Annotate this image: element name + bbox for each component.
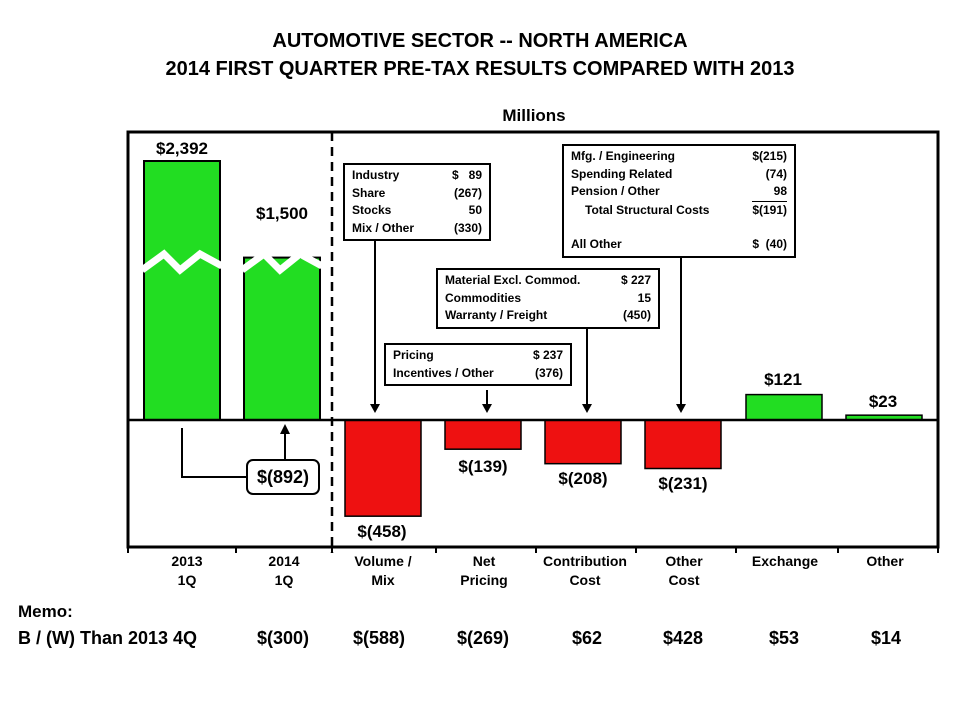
category-label-2013-1q: 2013 1Q — [171, 553, 203, 588]
memo-value-net-pricing: $(269) — [456, 628, 510, 648]
bar-volume-mix — [344, 419, 422, 517]
detail-value: 98 — [751, 183, 787, 202]
net-pricing-detail-box: Pricing $ 237 Incentives / Other (376) — [384, 343, 572, 386]
chart-title-line-1: AUTOMOTIVE SECTOR -- NORTH AMERICA — [272, 30, 688, 52]
value-label-other: $23 — [868, 392, 898, 411]
category-label-volume-mix: Volume / Mix — [354, 553, 412, 588]
units-label: Millions — [502, 106, 566, 125]
bar-2014-1q — [243, 256, 321, 421]
bar-exchange — [745, 393, 823, 421]
bar-contribution-cost — [544, 419, 622, 465]
detail-value: (74) — [765, 166, 787, 181]
chart-title-line-2: 2014 FIRST QUARTER PRE-TAX RESULTS COMPA… — [165, 58, 795, 80]
value-label-volume-mix: $(458) — [357, 522, 407, 541]
detail-label: Industry — [352, 168, 400, 182]
detail-value: $ 89 — [451, 168, 482, 182]
contribution-cost-detail-box: Material Excl. Commod. $ 227 Commodities 1… — [436, 268, 660, 329]
bar-other-cost — [644, 419, 722, 470]
all-other-label: All Other — [571, 237, 622, 251]
volume-mix-detail-box: Industry $ 89 Share (267) Stocks 50 Mix / O… — [343, 163, 491, 241]
detail-label: Spending Related — [571, 166, 673, 181]
value-label-net-pricing: $(139) — [458, 457, 508, 476]
axis-break-2014-1q — [239, 249, 324, 275]
detail-label: Mix / Other — [352, 220, 415, 235]
detail-arrow-head-other-cost — [676, 404, 686, 413]
detail-label: Mfg. / Engineering — [571, 149, 675, 163]
detail-value: (376) — [534, 365, 563, 380]
memo-value-volume-mix: $(588) — [352, 628, 406, 648]
detail-value: $ 227 — [620, 273, 651, 287]
category-label-exchange: Exchange — [751, 553, 819, 569]
detail-value: (330) — [453, 220, 482, 235]
value-label-exchange: $121 — [764, 370, 802, 389]
value-label-contribution-cost: $(208) — [558, 469, 608, 488]
detail-label: Pension / Other — [571, 184, 660, 198]
bar-net-pricing — [444, 419, 522, 450]
category-label-other: Other — [866, 553, 904, 569]
change-label-box: $(892) — [246, 459, 320, 495]
detail-value: (267) — [453, 185, 482, 200]
category-label-net-pricing: Net Pricing — [460, 553, 508, 588]
value-label-other-cost: $(231) — [658, 474, 708, 493]
memo-value-other-cost: $428 — [662, 628, 704, 648]
other-cost-detail-box: Mfg. / Engineering $(215) Spending Relate… — [562, 144, 796, 258]
category-label-other-cost: Other Cost — [665, 553, 703, 588]
axis-break-2013-1q — [139, 249, 224, 275]
all-other-value: $ (40) — [752, 237, 787, 251]
memo-value-contribution-cost: $62 — [571, 628, 603, 648]
detail-label: Incentives / Other — [393, 365, 494, 380]
detail-value: 50 — [468, 203, 482, 217]
bar-2013-1q — [143, 160, 221, 421]
change-arrow-head — [280, 424, 290, 434]
memo-value-2014-1q: $(300) — [256, 628, 310, 648]
total-structural-value: $(191) — [752, 202, 787, 217]
detail-value: (450) — [622, 308, 651, 322]
detail-label: Material Excl. Commod. — [445, 273, 581, 287]
detail-label: Pricing — [393, 348, 434, 362]
category-label-contribution-cost: Contribution Cost — [543, 553, 627, 588]
detail-label: Stocks — [352, 203, 392, 217]
memo-value-other: $14 — [870, 628, 902, 648]
detail-value: $ 237 — [532, 348, 563, 362]
value-label-2014-1q: $1,500 — [256, 204, 308, 223]
detail-arrow-head-net-pricing — [482, 404, 492, 413]
detail-value: $(215) — [752, 149, 787, 163]
total-structural-label: Total Structural Costs — [585, 202, 710, 217]
detail-arrow-head-contribution-cost — [582, 404, 592, 413]
memo-value-exchange: $53 — [768, 628, 800, 648]
detail-label: Commodities — [445, 290, 522, 305]
change-connector-line — [181, 428, 246, 478]
category-label-2014-1q: 2014 1Q — [268, 553, 300, 588]
detail-arrow-head-volume-mix — [370, 404, 380, 413]
value-label-2013-1q: $2,392 — [156, 139, 208, 158]
memo-title: Memo: — [18, 602, 73, 621]
memo-label: B / (W) Than 2013 4Q — [18, 628, 198, 648]
detail-value: 15 — [637, 290, 651, 305]
detail-label: Share — [352, 185, 386, 200]
detail-label: Warranty / Freight — [445, 308, 548, 322]
